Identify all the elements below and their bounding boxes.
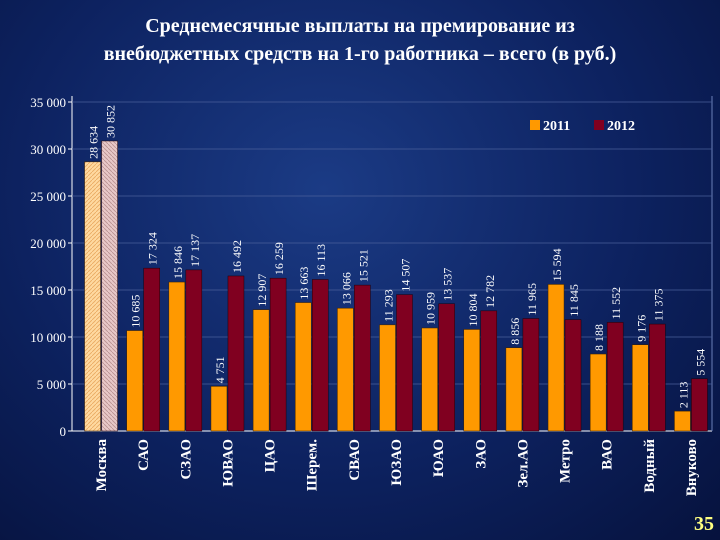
bar-2012 (101, 140, 118, 432)
x-category-label: Зел.АО (515, 439, 531, 488)
chart-title-line2: внебюджетных средств на 1-го работника –… (103, 43, 617, 65)
y-tick-label: 0 (60, 424, 67, 439)
data-label-2011: 10 685 (129, 295, 143, 328)
x-category-label: ЗАО (473, 439, 489, 469)
bar-2012 (227, 275, 245, 432)
data-label-2011: 10 959 (424, 292, 438, 325)
data-label-2011: 8 856 (508, 318, 522, 345)
data-label-2012: 13 537 (441, 268, 455, 301)
y-tick-label: 35 000 (30, 95, 66, 110)
data-label-2012: 16 492 (230, 240, 244, 273)
data-label-2012: 11 375 (651, 289, 665, 322)
data-label-2011: 2 113 (676, 382, 690, 409)
x-category-label: ВАО (600, 439, 616, 470)
chart-title-line1: Среднемесячные выплаты на премирование и… (145, 15, 575, 37)
data-label-2012: 16 259 (272, 242, 286, 275)
bar-2012 (311, 279, 329, 432)
legend-swatch-2012 (594, 120, 604, 130)
x-category-label: ЮВАО (220, 439, 236, 487)
data-label-2012: 16 113 (314, 244, 328, 277)
bar-2011 (421, 327, 438, 432)
bar-2012 (354, 284, 371, 432)
data-label-2011: 13 663 (297, 267, 311, 300)
data-label-2011: 4 751 (213, 356, 227, 383)
x-category-label: САО (136, 439, 152, 471)
data-label-2011: 28 634 (87, 126, 101, 159)
data-label-2012: 12 782 (483, 275, 497, 308)
bar-2011 (505, 347, 523, 432)
bar-2012 (606, 322, 624, 432)
bar-2011 (126, 330, 143, 432)
bar-2011 (84, 161, 101, 432)
bar-2012 (480, 310, 498, 432)
y-tick-label: 20 000 (30, 236, 66, 251)
bar-2012 (143, 267, 160, 432)
data-label-2011: 8 188 (592, 324, 606, 351)
bar-2011 (210, 386, 228, 432)
bar-2012 (438, 303, 455, 432)
bar-2011 (463, 329, 481, 432)
bar-2011 (379, 324, 396, 432)
x-category-label: Внуково (684, 439, 700, 496)
data-label-2012: 15 521 (356, 249, 370, 282)
y-tick-label: 5 000 (37, 377, 66, 392)
bar-2012 (185, 269, 203, 432)
data-label-2012: 11 845 (567, 284, 581, 317)
bar-2012 (691, 378, 708, 432)
data-label-2011: 12 907 (255, 274, 269, 307)
x-category-label: Метро (558, 439, 574, 483)
y-tick-label: 30 000 (30, 142, 66, 157)
y-tick-label: 25 000 (30, 189, 66, 204)
data-label-2012: 11 552 (609, 287, 623, 320)
bar-2011 (252, 309, 270, 432)
bar-2011 (337, 307, 354, 432)
data-label-2011: 13 066 (339, 272, 353, 305)
legend-swatch-2011 (530, 120, 540, 130)
x-category-label: ЮАО (431, 439, 447, 477)
bar-2011 (632, 344, 649, 432)
bar-2011 (589, 353, 607, 432)
data-label-2011: 9 176 (634, 315, 648, 342)
x-category-label: Водный (642, 439, 658, 493)
x-category-label: ЮЗАО (389, 439, 405, 486)
data-label-2012: 30 852 (104, 105, 118, 138)
bar-2012 (649, 323, 666, 432)
chart-title: Среднемесячные выплаты на премирование и… (0, 12, 720, 68)
data-label-2011: 11 293 (382, 289, 396, 322)
bar-2012 (522, 318, 540, 432)
bar-2011 (674, 410, 691, 432)
y-tick-label: 10 000 (30, 330, 66, 345)
bar-2011 (294, 302, 312, 432)
x-category-label: Шерем. (305, 439, 321, 491)
legend-label-2012: 2012 (607, 119, 635, 134)
data-label-2012: 14 507 (399, 259, 413, 292)
data-label-2012: 11 965 (525, 283, 539, 316)
data-label-2011: 10 804 (466, 293, 480, 326)
bar-2012 (269, 277, 287, 432)
x-category-label: СВАО (347, 439, 363, 481)
x-category-label: Москва (94, 439, 110, 492)
data-label-2011: 15 846 (171, 246, 185, 279)
bar-2011 (168, 281, 186, 432)
bar-2012 (564, 319, 582, 432)
data-label-2012: 17 324 (146, 232, 160, 265)
y-tick-label: 15 000 (30, 283, 66, 298)
bar-2011 (547, 284, 565, 432)
legend-label-2011: 2011 (543, 119, 570, 134)
data-label-2012: 5 554 (693, 349, 707, 376)
data-label-2012: 17 137 (188, 234, 202, 267)
x-category-label: СЗАО (178, 439, 194, 480)
x-category-label: ЦАО (263, 439, 279, 472)
page-number: 35 (694, 513, 714, 535)
bar-2012 (396, 294, 413, 432)
data-label-2011: 15 594 (550, 248, 564, 281)
